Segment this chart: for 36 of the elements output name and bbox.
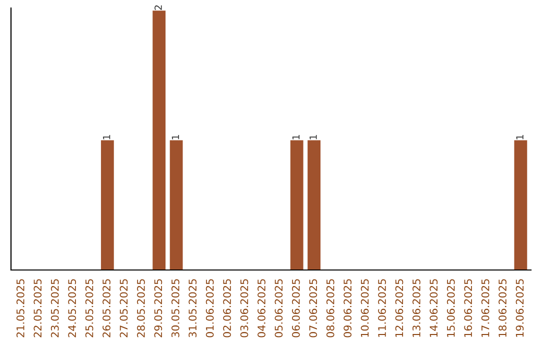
x-tick-label: 14.06.2025 [430,279,438,337]
x-tick-label: 16.06.2025 [464,279,472,337]
x-tick-label: 19.06.2025 [516,279,524,337]
x-tick-label: 21.05.2025 [16,279,24,338]
x-tick-label: 24.05.2025 [68,279,76,338]
x-tick-label: 10.06.2025 [360,279,369,337]
x-tick-label: 27.05.2025 [120,279,128,338]
x-tick-label: 09.06.2025 [344,279,352,338]
x-tick-label: 22.05.2025 [34,279,42,338]
x-tick-label: 03.06.2025 [240,279,248,338]
x-tick-label: 29.05.2025 [154,279,162,338]
x-tick-label: 25.05.2025 [85,279,94,338]
x-tick-label: 02.06.2025 [223,279,231,338]
x-tick-label: 31.05.2025 [188,279,197,338]
x-tick-label: 11.06.2025 [378,279,386,337]
x-tick-label: 05.06.2025 [274,279,283,338]
x-tick-label: 12.06.2025 [395,279,404,337]
x-tick-label: 07.06.2025 [309,279,318,338]
x-tick-label: 13.06.2025 [412,279,420,337]
x-tick-label: 28.05.2025 [137,279,145,338]
x-tick-label: 08.06.2025 [326,279,334,338]
x-tick-label: 15.06.2025 [446,279,455,337]
x-tick-label: 18.06.2025 [498,279,506,337]
data-label: 1 [516,135,524,140]
x-tick-label: 30.05.2025 [171,279,180,338]
x-tick-label: 06.06.2025 [292,279,300,338]
x-tick-label: 01.06.2025 [206,279,214,338]
data-label: 1 [172,135,179,140]
x-tick-label: 23.05.2025 [50,279,59,338]
data-label: 1 [103,135,110,140]
data-label: 1 [310,135,317,140]
x-tick-label: 26.05.2025 [102,279,110,338]
data-label: 1 [292,135,300,140]
x-tick-label: 17.06.2025 [481,279,490,337]
data-label: 2 [154,5,162,10]
x-tick-label: 04.06.2025 [258,279,266,338]
